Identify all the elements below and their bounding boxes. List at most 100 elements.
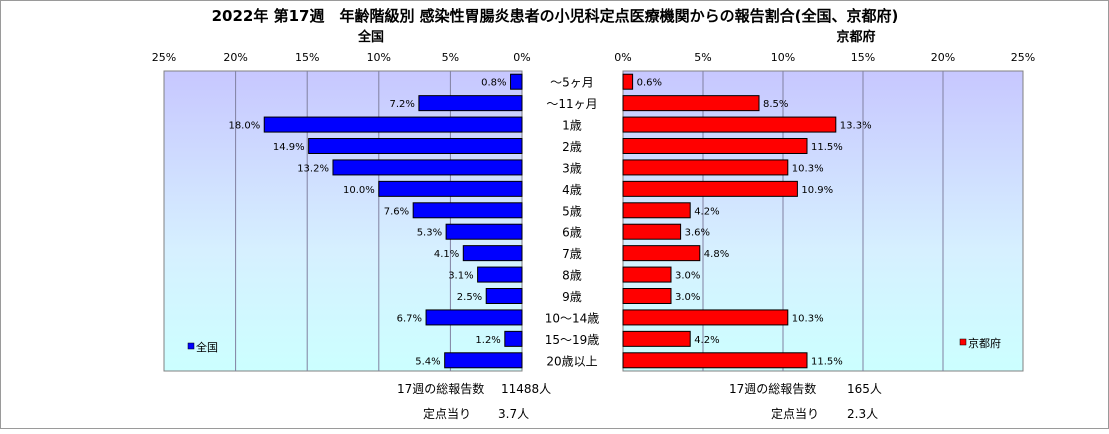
legend-swatch-right xyxy=(959,338,967,346)
data-label-left: 2.5% xyxy=(457,292,482,303)
left-tick-label: 25% xyxy=(152,51,176,64)
data-label-left: 10.0% xyxy=(343,185,375,196)
data-label-right: 4.2% xyxy=(694,206,719,217)
category-label: ～11ヶ月 xyxy=(546,97,597,111)
left-total-value: 11488人 xyxy=(501,382,551,396)
bar-left xyxy=(510,73,523,90)
category-label: 6歳 xyxy=(562,226,582,240)
right-per-value: 2.3人 xyxy=(847,407,878,421)
bar-left xyxy=(445,223,523,240)
bar-left xyxy=(263,116,523,133)
data-label-right: 3.0% xyxy=(675,271,700,282)
left-tick-label: 15% xyxy=(295,51,319,64)
left-tick-label: 20% xyxy=(223,51,247,64)
bar-left xyxy=(418,95,523,112)
bar-right xyxy=(622,138,808,154)
data-label-left: 7.6% xyxy=(384,206,409,217)
data-label-right: 13.3% xyxy=(840,121,872,132)
data-label-left: 1.2% xyxy=(475,335,500,346)
data-label-left: 13.2% xyxy=(297,163,329,174)
data-label-right: 3.6% xyxy=(685,228,710,239)
right-tick-label: 5% xyxy=(694,51,711,64)
left-panel-title: 全国 xyxy=(357,29,384,45)
data-label-right: 4.8% xyxy=(704,249,729,260)
category-label: 3歳 xyxy=(562,161,582,175)
right-tick-label: 15% xyxy=(851,51,875,64)
right-total-label: 17週の総報告数 xyxy=(729,381,816,396)
data-label-right: 11.5% xyxy=(811,142,843,153)
left-plot-area xyxy=(163,70,523,372)
data-label-left: 5.3% xyxy=(417,228,442,239)
data-label-right: 11.5% xyxy=(811,356,843,367)
data-label-right: 10.3% xyxy=(792,313,824,324)
bar-left xyxy=(462,245,523,262)
bar-left xyxy=(444,352,523,369)
category-label: 8歳 xyxy=(562,269,582,283)
right-tick-label: 25% xyxy=(1011,51,1035,64)
chart-title: 2022年 第17週 年齢階級別 感染性胃腸炎患者の小児科定点医療機関からの報告… xyxy=(212,7,899,25)
data-label-left: 4.1% xyxy=(434,249,459,260)
right-tick-label: 20% xyxy=(931,51,955,64)
right-tick-label: 10% xyxy=(771,51,795,64)
data-label-right: 0.6% xyxy=(637,78,662,89)
bar-right xyxy=(622,73,634,90)
left-per-value: 3.7人 xyxy=(498,407,529,421)
footer: 17週の総報告数 11488人 定点当り 3.7人 17週の総報告数 165人 … xyxy=(397,381,882,421)
legend-label-right: 京都府 xyxy=(968,336,1001,350)
data-label-right: 8.5% xyxy=(763,99,788,110)
bar-right xyxy=(622,288,672,304)
category-label: 10～14歳 xyxy=(545,311,600,325)
bar-right xyxy=(622,116,837,133)
bar-right xyxy=(622,180,798,197)
bar-right xyxy=(622,330,691,347)
category-label: 1歳 xyxy=(562,119,582,133)
right-per-label: 定点当り xyxy=(771,406,819,421)
bar-right xyxy=(622,309,789,326)
bar-left xyxy=(332,159,523,176)
right-tick-label: 0% xyxy=(614,51,631,64)
legend-label-left: 全国 xyxy=(196,340,218,354)
data-label-right: 10.9% xyxy=(801,185,833,196)
left-tick-label: 0% xyxy=(513,51,530,64)
bar-left xyxy=(485,288,523,304)
bar-left xyxy=(477,266,523,283)
bar-right xyxy=(622,245,701,262)
data-label-left: 7.2% xyxy=(389,99,414,110)
bar-left xyxy=(378,180,523,197)
bar-right xyxy=(622,352,808,369)
bar-left xyxy=(412,202,523,219)
category-label: 15～19歳 xyxy=(545,333,600,347)
left-tick-label: 10% xyxy=(367,51,391,64)
category-label: 20歳以上 xyxy=(546,354,597,368)
category-label: 5歳 xyxy=(562,204,582,218)
data-label-right: 10.3% xyxy=(792,163,824,174)
data-label-left: 14.9% xyxy=(273,142,305,153)
category-label: 4歳 xyxy=(562,183,582,197)
category-label: ～5ヶ月 xyxy=(550,76,594,90)
bar-right xyxy=(622,159,789,176)
bar-left xyxy=(504,330,523,347)
left-tick-label: 5% xyxy=(442,51,459,64)
data-label-left: 5.4% xyxy=(415,356,440,367)
left-per-label: 定点当り xyxy=(423,406,471,421)
category-label: 9歳 xyxy=(562,290,582,304)
chart-marks: ～5ヶ月 0.8% 0.6% ～11ヶ月 7.2% 8.5% 1歳 18.0% 13.3% 2歳 1… xyxy=(187,73,1001,369)
data-label-left: 0.8% xyxy=(481,78,506,89)
right-plot-area xyxy=(622,70,1024,372)
data-label-left: 6.7% xyxy=(397,313,422,324)
left-total-label: 17週の総報告数 xyxy=(397,381,484,396)
bar-left xyxy=(308,138,523,154)
bar-left xyxy=(425,309,523,326)
data-label-left: 18.0% xyxy=(228,121,260,132)
bar-right xyxy=(622,95,760,112)
bar-right xyxy=(622,202,691,219)
legend-swatch-left xyxy=(187,342,195,350)
right-panel-title: 京都府 xyxy=(836,29,875,45)
category-label: 7歳 xyxy=(562,247,582,261)
bar-right xyxy=(622,266,672,283)
data-label-right: 4.2% xyxy=(694,335,719,346)
data-label-right: 3.0% xyxy=(675,292,700,303)
right-total-value: 165人 xyxy=(847,382,882,396)
